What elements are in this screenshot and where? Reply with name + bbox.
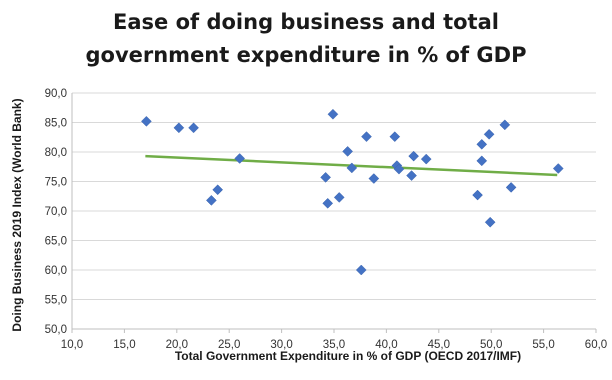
y-tick-label: 75,0 xyxy=(45,177,67,189)
x-tick-label: 60,0 xyxy=(585,339,607,351)
data-points xyxy=(141,108,564,276)
data-point xyxy=(420,153,432,165)
y-tick-label: 60,0 xyxy=(45,265,67,277)
x-tick-label: 10,0 xyxy=(61,339,83,351)
data-point xyxy=(476,155,488,167)
data-point xyxy=(320,172,331,183)
tick-labels: 50,0 55,0 60,0 65,0 70,0 75,0 80,0 85,0 90,0 10,0… xyxy=(45,88,608,351)
data-point xyxy=(484,216,496,228)
data-point xyxy=(327,108,339,120)
y-tick-label: 50,0 xyxy=(45,324,67,336)
axes xyxy=(71,93,597,333)
x-tick-label: 35,0 xyxy=(323,339,345,351)
data-point xyxy=(483,128,495,140)
y-tick-label: 70,0 xyxy=(45,206,67,218)
data-point xyxy=(206,195,217,206)
x-tick-label: 20,0 xyxy=(166,339,188,351)
gridlines xyxy=(72,92,596,330)
y-tick-label: 80,0 xyxy=(45,147,67,159)
data-point xyxy=(342,146,353,157)
data-point xyxy=(406,170,417,181)
data-point xyxy=(361,131,372,143)
x-tick-label: 55,0 xyxy=(532,339,554,351)
data-point xyxy=(333,192,345,203)
y-tick-label: 55,0 xyxy=(45,295,67,307)
data-point xyxy=(552,163,564,174)
chart-title: Ease of doing business and total governm… xyxy=(0,6,612,72)
chart-title-line-1: Ease of doing business and total xyxy=(113,10,499,34)
x-tick-label: 45,0 xyxy=(428,339,450,351)
data-point xyxy=(408,150,420,162)
data-point xyxy=(212,184,224,196)
x-axis-title: Total Government Expenditure in % of GDP… xyxy=(175,349,521,363)
x-tick-label: 40,0 xyxy=(375,339,397,351)
data-point xyxy=(505,182,517,193)
data-point xyxy=(355,264,367,276)
y-tick-label: 65,0 xyxy=(45,236,67,248)
data-point xyxy=(141,115,152,127)
data-point xyxy=(499,119,511,131)
data-point xyxy=(322,197,334,209)
data-point xyxy=(472,189,483,201)
data-point xyxy=(393,163,405,175)
x-tick-label: 25,0 xyxy=(218,339,240,351)
data-point xyxy=(389,131,401,143)
y-tick-label: 85,0 xyxy=(45,118,67,130)
y-tick-label: 90,0 xyxy=(45,88,67,100)
data-point xyxy=(346,162,358,174)
x-tick-label: 30,0 xyxy=(270,339,292,351)
y-axis-title: Doing Business 2019 Index (World Bank) xyxy=(10,98,24,331)
data-point xyxy=(476,138,488,150)
data-point xyxy=(234,153,246,164)
data-point xyxy=(173,122,185,134)
data-point xyxy=(188,122,199,134)
chart-title-line-2: government expenditure in % of GDP xyxy=(85,43,527,67)
data-point xyxy=(368,173,380,184)
x-tick-label: 15,0 xyxy=(113,339,135,351)
x-tick-label: 50,0 xyxy=(480,339,502,351)
